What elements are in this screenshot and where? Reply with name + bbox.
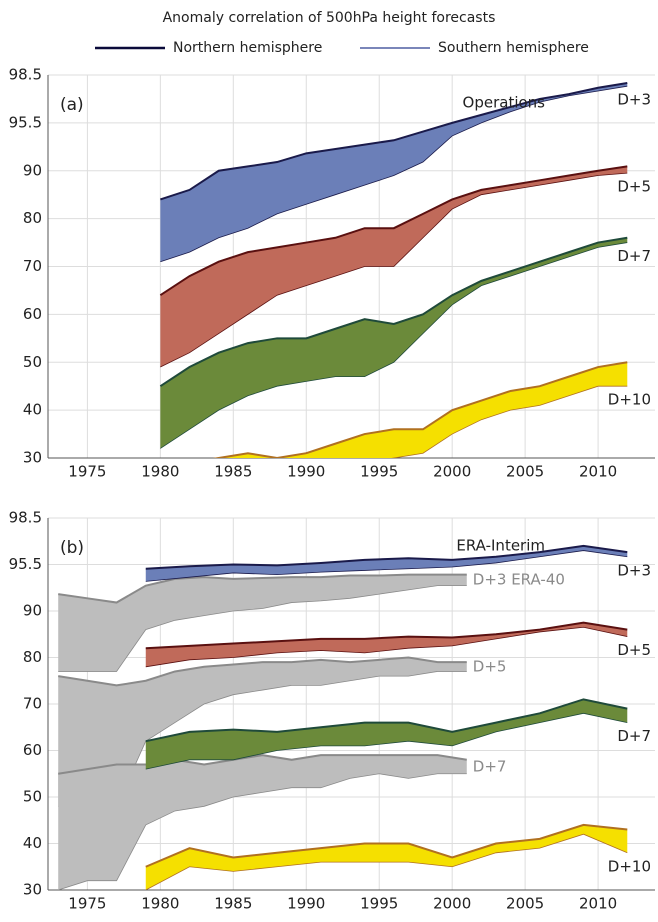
x-tick-label: 2010 <box>579 895 617 913</box>
nh-line <box>160 81 628 201</box>
legend-label: Southern hemisphere <box>438 40 589 56</box>
nh-line <box>145 544 628 570</box>
x-tick-label: 2000 <box>433 463 471 481</box>
band-label: D+10 <box>608 391 651 409</box>
nh-line <box>58 656 467 687</box>
band-label: D+3 <box>617 91 651 109</box>
band-label: D+7 <box>617 247 651 265</box>
sh-line <box>160 85 628 263</box>
y-tick-label: 60 <box>23 305 42 323</box>
y-tick-label: 80 <box>23 648 42 666</box>
band-label: D+7 <box>473 757 507 775</box>
sh-line <box>145 712 628 770</box>
sh-line <box>145 833 628 890</box>
nh-line <box>145 823 628 868</box>
y-tick-label: 90 <box>23 602 42 620</box>
y-tick-label: 80 <box>23 209 42 227</box>
sh-line <box>145 626 628 668</box>
y-tick-label: 30 <box>23 449 42 467</box>
band-area <box>58 574 467 672</box>
sh-line <box>160 242 628 449</box>
band-label: D+5 <box>617 178 651 196</box>
nh-line <box>145 621 628 650</box>
x-tick-label: 2000 <box>433 895 471 913</box>
band-label: D+7 <box>617 727 651 745</box>
band-label: D+3 ERA-40 <box>473 571 565 589</box>
x-tick-label: 1975 <box>68 895 106 913</box>
x-tick-label: 2005 <box>506 463 544 481</box>
x-tick-label: 1990 <box>287 895 325 913</box>
y-tick-label: 95.5 <box>9 113 42 131</box>
nh-line <box>145 698 628 743</box>
x-tick-label: 1995 <box>360 463 398 481</box>
band-area <box>160 166 628 368</box>
band-area <box>58 755 467 890</box>
y-tick-label: 40 <box>23 401 42 419</box>
band-label: D+5 <box>473 657 507 675</box>
nh-line <box>159 165 628 297</box>
band-area <box>145 545 628 582</box>
annotation: Operations <box>463 94 546 112</box>
sh-line <box>58 585 467 672</box>
nh-line <box>159 236 628 388</box>
band-label: D+10 <box>608 857 651 875</box>
y-tick-label: 30 <box>23 881 42 899</box>
x-tick-label: 1980 <box>141 463 179 481</box>
panel-label: (a) <box>60 95 84 115</box>
nh-line <box>58 573 467 604</box>
y-tick-label: 95.5 <box>9 555 42 573</box>
band-label: D+3 <box>617 561 651 579</box>
x-tick-label: 1980 <box>141 895 179 913</box>
band-area <box>145 824 628 890</box>
x-tick-label: 2010 <box>579 463 617 481</box>
x-tick-label: 1995 <box>360 895 398 913</box>
sh-line <box>145 550 628 582</box>
y-tick-label: 90 <box>23 161 42 179</box>
band-area <box>160 82 628 262</box>
annotation: ERA-Interim <box>456 537 545 555</box>
sh-line <box>391 385 628 458</box>
nh-line <box>58 754 467 775</box>
figure-title: Anomaly correlation of 500hPa height for… <box>163 10 496 26</box>
x-tick-label: 1985 <box>214 895 252 913</box>
x-tick-label: 1975 <box>68 463 106 481</box>
band-area <box>145 699 628 770</box>
legend-label: Northern hemisphere <box>173 40 322 56</box>
plot-area <box>58 544 628 890</box>
panel-label: (b) <box>60 538 84 558</box>
nh-line <box>212 361 628 458</box>
band-label: D+5 <box>617 641 651 659</box>
sh-line <box>160 172 628 368</box>
y-tick-label: 40 <box>23 834 42 852</box>
x-tick-label: 1990 <box>287 463 325 481</box>
y-tick-label: 60 <box>23 741 42 759</box>
y-tick-label: 70 <box>23 695 42 713</box>
band-area <box>160 237 628 449</box>
band-area <box>58 657 467 811</box>
y-tick-label: 98.5 <box>9 509 42 527</box>
y-tick-label: 98.5 <box>9 66 42 84</box>
y-tick-label: 50 <box>23 353 42 371</box>
x-tick-label: 1985 <box>214 463 252 481</box>
sh-line <box>58 773 467 890</box>
x-tick-label: 2005 <box>506 895 544 913</box>
y-tick-label: 50 <box>23 788 42 806</box>
plot-area <box>159 81 628 458</box>
y-tick-label: 70 <box>23 257 42 275</box>
